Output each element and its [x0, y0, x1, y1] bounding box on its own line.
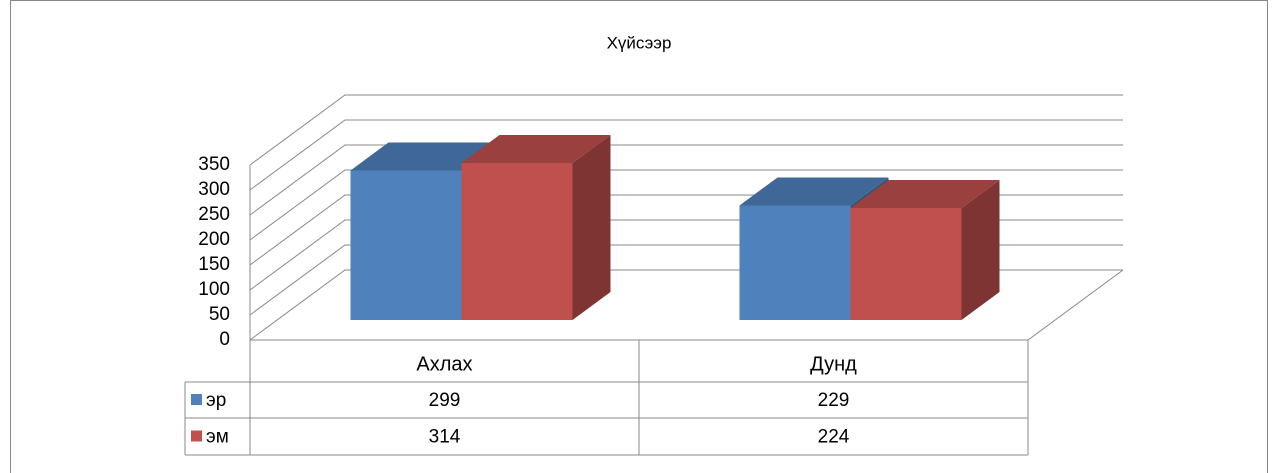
legend-swatch — [191, 430, 202, 442]
grid-line — [249, 169, 1123, 241]
y-tick-label: 250 — [198, 204, 230, 225]
table-value: 229 — [818, 390, 850, 411]
y-tick-label: 350 — [198, 154, 230, 175]
bar — [739, 205, 851, 320]
y-tick-label: 200 — [198, 229, 230, 250]
table-value: 224 — [818, 427, 850, 448]
chart-title: Хүйсээр — [607, 33, 672, 52]
grid-line — [249, 144, 1123, 216]
x-tick-label: Дунд — [810, 353, 857, 375]
y-tick-label: 300 — [198, 179, 230, 200]
bar-side — [961, 180, 1000, 320]
bar — [850, 208, 962, 320]
legend-label: эр — [206, 390, 226, 411]
y-tick-label: 150 — [198, 254, 230, 275]
table-value: 314 — [429, 427, 461, 448]
bar — [461, 163, 573, 320]
bar-top — [461, 135, 611, 163]
y-tick-label: 0 — [219, 329, 230, 350]
bar — [350, 170, 462, 320]
legend-swatch — [191, 394, 202, 405]
bar-top — [850, 180, 1000, 208]
y-tick-label: 50 — [209, 304, 230, 325]
grid-line — [249, 94, 1123, 166]
bar-top — [739, 177, 889, 206]
legend-label: эм — [206, 427, 229, 448]
table-value: 299 — [429, 390, 461, 411]
x-tick-label: Ахлах — [416, 353, 472, 375]
grid-line — [249, 119, 1123, 191]
y-tick-label: 100 — [198, 279, 230, 300]
bar-side — [572, 135, 611, 320]
